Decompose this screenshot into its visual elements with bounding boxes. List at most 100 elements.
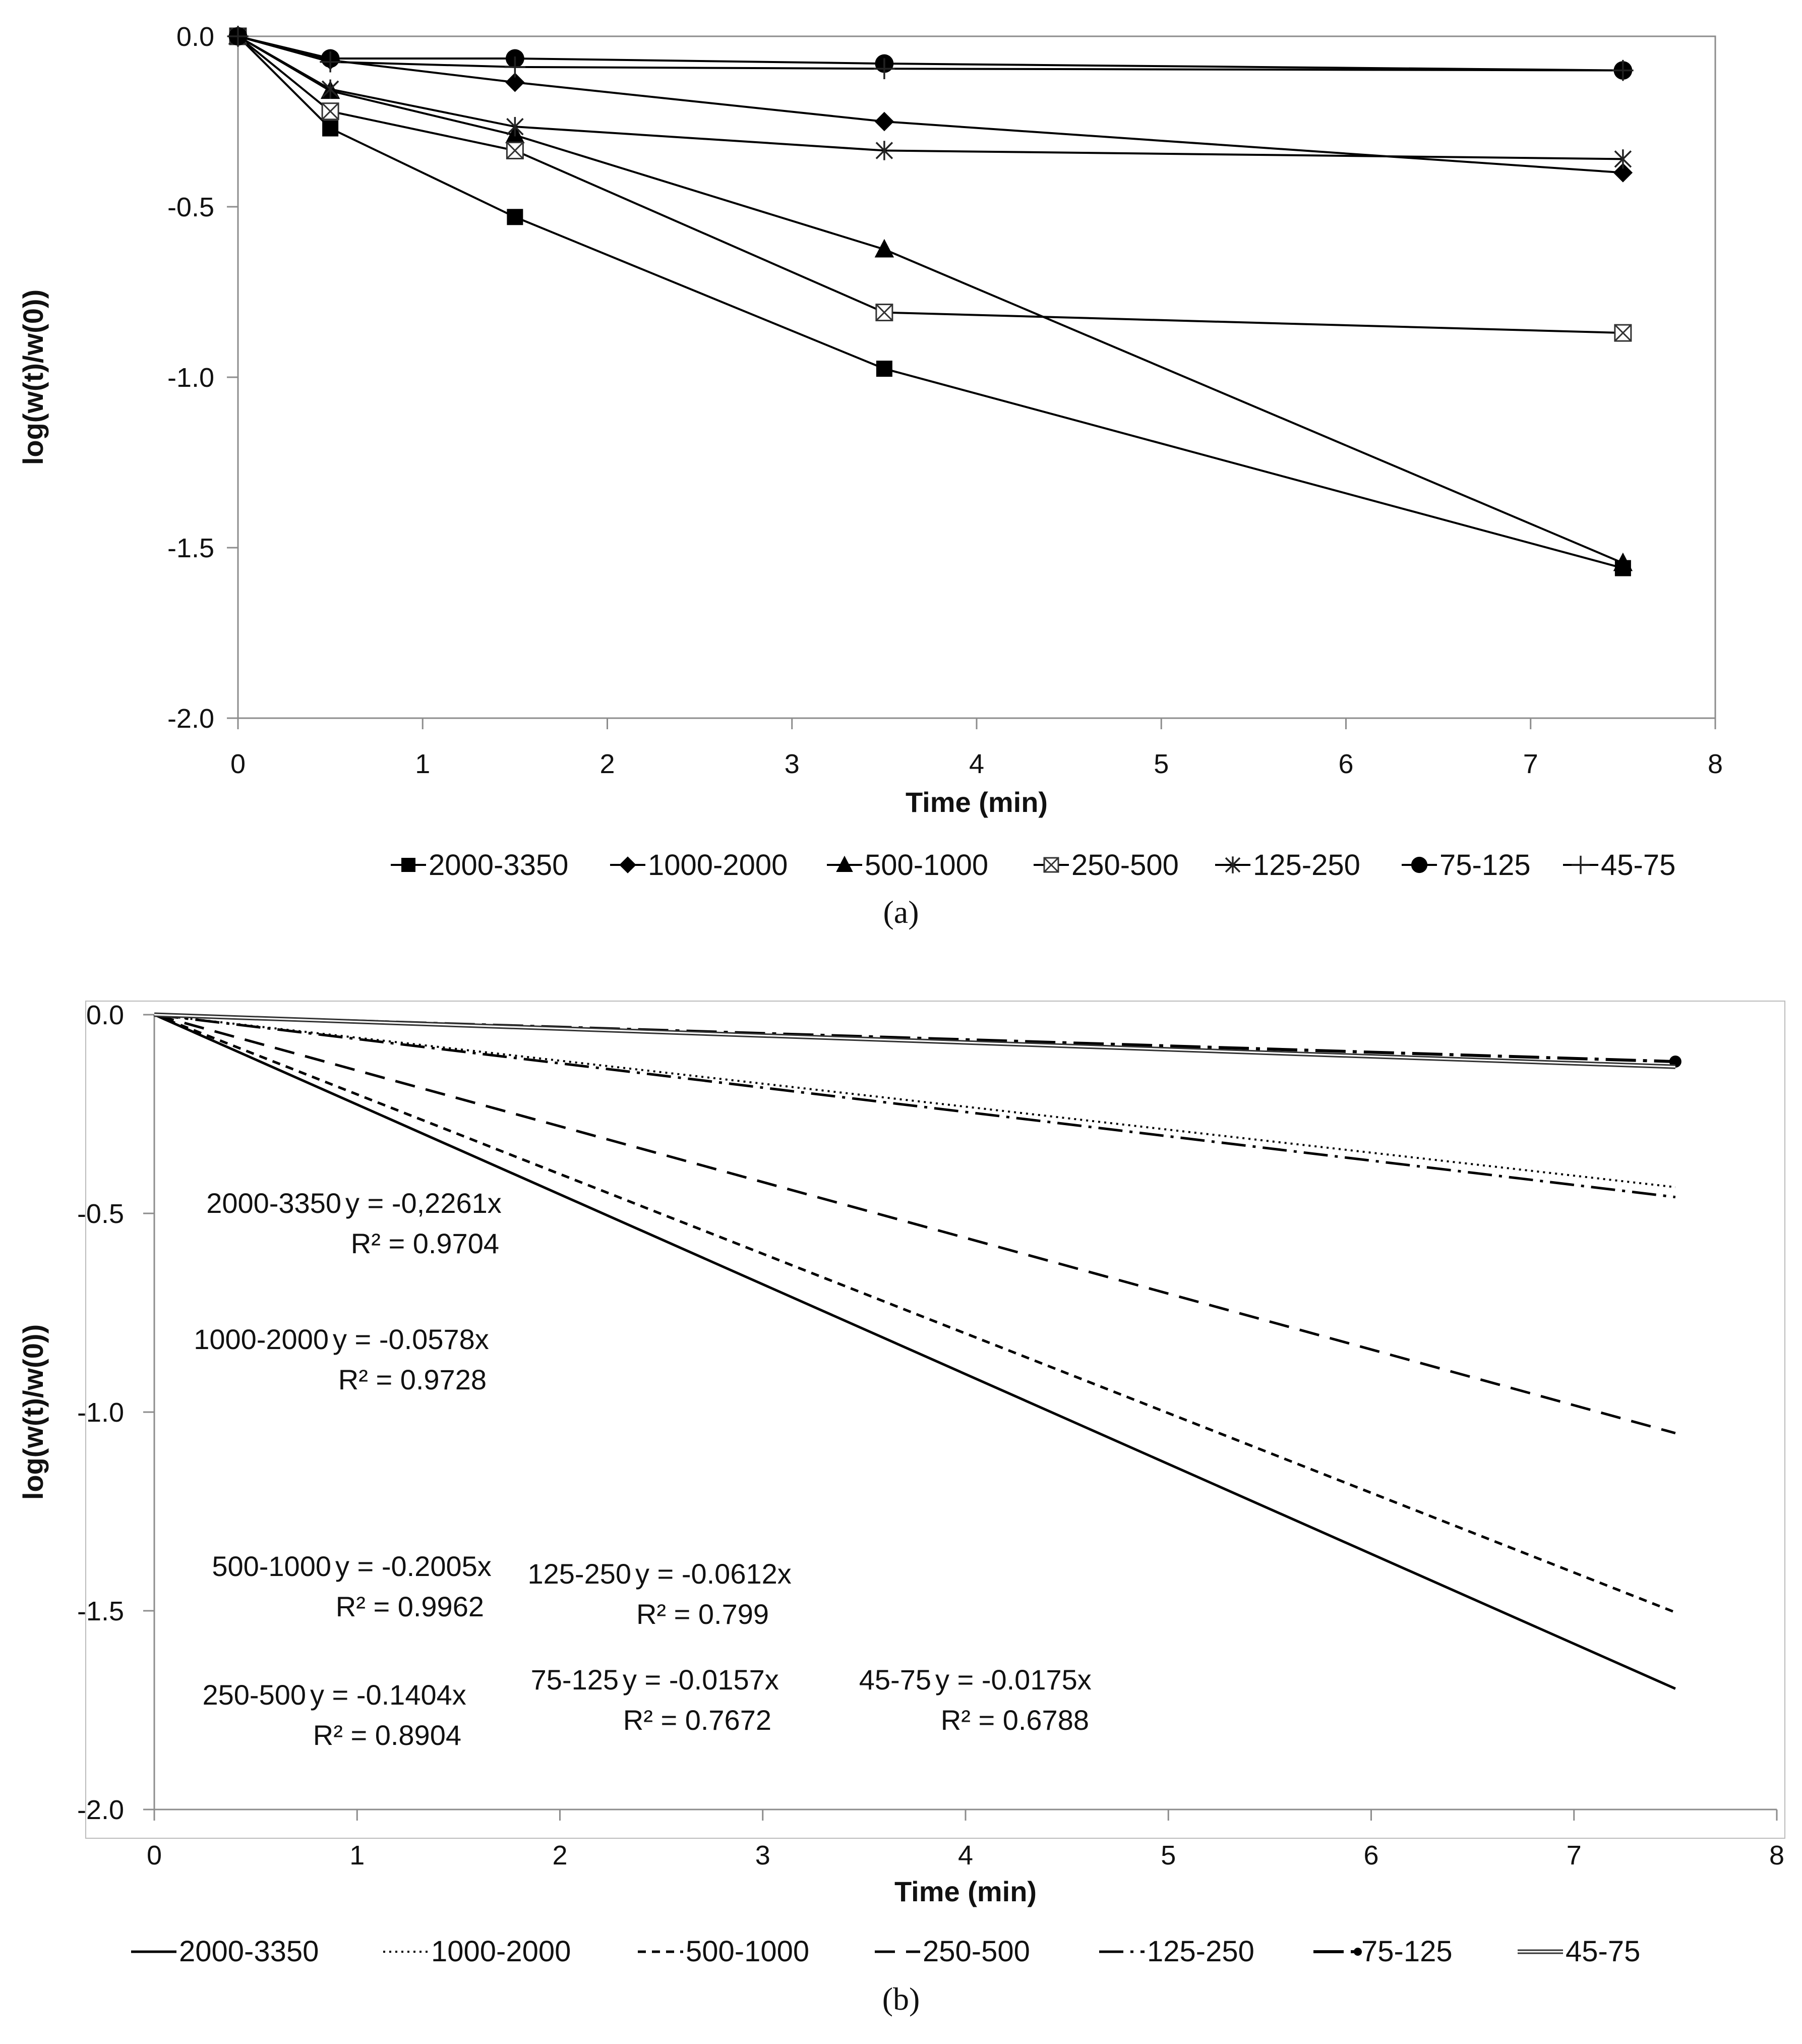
data-point bbox=[507, 209, 523, 225]
y-tick-label: -1.0 bbox=[77, 1397, 124, 1428]
data-point bbox=[1614, 149, 1632, 169]
x-tick-label: 4 bbox=[958, 1840, 973, 1871]
x-tick-label: 8 bbox=[1708, 749, 1723, 779]
trendline-series-name: 2000-3350 bbox=[206, 1187, 341, 1219]
x-axis-title: Time (min) bbox=[906, 786, 1048, 818]
trendline-r2: R² = 0.6788 bbox=[941, 1704, 1089, 1736]
chart-panel-b: 0 1 2 3 4 5 6 7 8 0.0 -0.5 -1.0 -1.5 -2.0 Time (min) lo… bbox=[17, 1000, 1785, 2017]
legend-label: 125-250 bbox=[1253, 849, 1360, 882]
legend-label: 250-500 bbox=[1071, 849, 1179, 882]
y-axis-title: log(w(t)/w(0)) bbox=[17, 289, 49, 465]
legend-label: 1000-2000 bbox=[648, 849, 788, 882]
series-125-250 bbox=[229, 26, 1632, 169]
legend-item: 75-125 bbox=[1313, 1935, 1453, 1968]
series-line bbox=[153, 1013, 1676, 1690]
data-point bbox=[506, 141, 524, 159]
data-point bbox=[874, 58, 895, 80]
data-point bbox=[227, 26, 249, 47]
trendline-annotation: 45-75 y = -0.0175x R² = 0.6788 bbox=[859, 1664, 1092, 1736]
x-tick-label: 3 bbox=[755, 1840, 770, 1871]
legend-label: 250-500 bbox=[923, 1935, 1030, 1968]
trendline-annotation: 75-125 y = -0.0157x R² = 0.7672 bbox=[531, 1664, 779, 1736]
series-250-500 bbox=[229, 27, 1632, 342]
trendline-annotation: 500-1000 y = -0.2005x R² = 0.9962 bbox=[212, 1550, 491, 1622]
series-line bbox=[154, 1013, 1676, 1614]
trendline-annotation: 1000-2000 y = -0.0578x R² = 0.9728 bbox=[194, 1323, 489, 1395]
data-point bbox=[506, 116, 524, 137]
y-tick-label: -2.0 bbox=[77, 1795, 124, 1825]
legend-item: 125-250 bbox=[1215, 849, 1360, 882]
trendline-r2: R² = 0.7672 bbox=[623, 1704, 771, 1736]
x-tick-label: 8 bbox=[1769, 1840, 1784, 1871]
chart-border bbox=[85, 1001, 1785, 1839]
series-2000-3350 bbox=[230, 28, 1631, 576]
x-tick-label: 7 bbox=[1523, 749, 1538, 779]
trendline-series-name: 500-1000 bbox=[212, 1550, 331, 1582]
data-point bbox=[321, 102, 339, 121]
trendline-equation: y = -0.0175x bbox=[935, 1664, 1092, 1696]
data-point bbox=[874, 111, 894, 132]
series-line bbox=[237, 35, 1623, 72]
series-line bbox=[154, 1013, 1676, 1199]
data-point bbox=[1043, 857, 1059, 873]
series-45-75 bbox=[227, 26, 1634, 81]
legend-label: 75-125 bbox=[1439, 849, 1531, 882]
legend-item: 45-75 bbox=[1518, 1935, 1640, 1968]
trendline-equation: y = -0.0157x bbox=[623, 1664, 779, 1696]
x-tick-label: 5 bbox=[1154, 749, 1169, 779]
x-tick-label: 5 bbox=[1161, 1840, 1176, 1871]
data-point bbox=[1571, 855, 1590, 874]
trendline-r2: R² = 0.9728 bbox=[338, 1364, 487, 1395]
legend-item: 250-500 bbox=[875, 1935, 1030, 1968]
x-tick-label: 4 bbox=[969, 749, 984, 779]
y-tick-label: 0.0 bbox=[176, 22, 214, 52]
trendline-r2: R² = 0.799 bbox=[636, 1598, 769, 1630]
legend-item: 250-500 bbox=[1034, 849, 1179, 882]
data-point bbox=[1613, 163, 1633, 183]
trendline-series-name: 1000-2000 bbox=[194, 1323, 329, 1355]
data-point bbox=[1612, 60, 1634, 81]
trendline-r2: R² = 0.9704 bbox=[351, 1228, 499, 1259]
legend-marker bbox=[1354, 1948, 1362, 1956]
x-tick-label: 6 bbox=[1363, 1840, 1378, 1871]
trendline-annotation: 2000-3350 y = -0,2261x R² = 0.9704 bbox=[206, 1187, 502, 1259]
trendline-r2: R² = 0.9962 bbox=[336, 1591, 484, 1622]
trendline-equation: y = -0.2005x bbox=[335, 1550, 492, 1582]
data-point bbox=[876, 361, 892, 377]
x-tick-label: 1 bbox=[415, 749, 430, 779]
trendline-equation: y = -0.0578x bbox=[333, 1323, 489, 1355]
y-tick-label: -2.0 bbox=[167, 704, 214, 734]
series-45-75 bbox=[154, 1012, 1676, 1069]
x-tick-label: 6 bbox=[1338, 749, 1353, 779]
data-point bbox=[505, 73, 525, 92]
data-point bbox=[836, 855, 853, 872]
y-tick-label: -1.5 bbox=[77, 1596, 124, 1626]
series-line bbox=[237, 35, 1624, 174]
series-75-125 bbox=[228, 27, 1633, 80]
data-point bbox=[874, 239, 894, 258]
data-point bbox=[875, 141, 893, 160]
series-1000-2000 bbox=[154, 1014, 1676, 1188]
legend-label: 125-250 bbox=[1147, 1935, 1254, 1968]
data-point bbox=[401, 858, 415, 872]
trendline-equation: y = -0.0612x bbox=[635, 1558, 792, 1590]
data-point bbox=[322, 120, 339, 137]
data-point bbox=[1613, 552, 1633, 571]
x-tick-label: 0 bbox=[230, 749, 246, 779]
x-axis-title: Time (min) bbox=[894, 1876, 1037, 1907]
series-125-250 bbox=[154, 1013, 1676, 1199]
series-500-1000 bbox=[228, 26, 1633, 571]
y-tick-label: -1.5 bbox=[167, 533, 214, 563]
series-line-inner bbox=[154, 1014, 1675, 1068]
series-500-1000 bbox=[154, 1013, 1676, 1614]
series-250-500 bbox=[154, 1013, 1676, 1435]
series-line bbox=[154, 1013, 1676, 1435]
panel-label: (b) bbox=[882, 1981, 920, 2017]
legend-item: 500-1000 bbox=[638, 1935, 809, 1968]
series-line bbox=[237, 35, 1623, 160]
legend-item: 1000-2000 bbox=[610, 849, 788, 882]
data-point bbox=[1225, 856, 1241, 873]
y-tick-label: -1.0 bbox=[167, 363, 214, 393]
series-line bbox=[154, 1014, 1676, 1188]
